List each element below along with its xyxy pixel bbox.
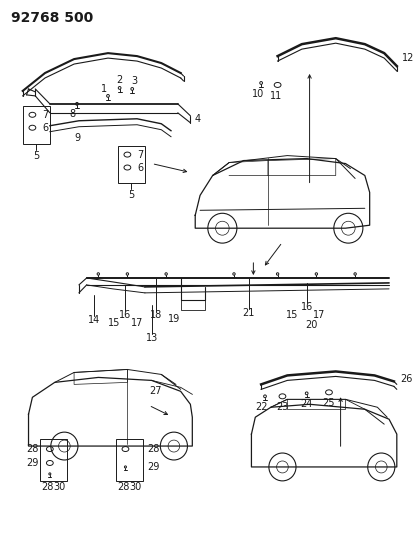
Text: 30: 30 [129,482,141,492]
Circle shape [106,94,109,98]
Bar [40,439,67,481]
Text: 28: 28 [147,444,159,454]
Text: 10: 10 [252,89,264,99]
Text: 15: 15 [108,318,120,328]
Text: 28: 28 [42,482,54,492]
Text: 11: 11 [270,91,282,101]
Text: 30: 30 [53,482,66,492]
Text: 19: 19 [168,314,180,324]
Text: 29: 29 [26,458,38,468]
Bar [118,146,145,183]
Text: 24: 24 [300,399,313,409]
Text: 28: 28 [117,482,130,492]
Text: 29: 29 [147,462,159,472]
Text: 18: 18 [150,310,163,320]
Circle shape [124,466,126,468]
Circle shape [354,273,357,275]
Text: 7: 7 [137,150,144,159]
Text: 6: 6 [42,123,48,133]
Circle shape [264,395,266,398]
Circle shape [233,273,235,275]
Text: 2: 2 [116,75,123,85]
Circle shape [305,392,308,395]
Text: 28: 28 [26,444,38,454]
Text: 16: 16 [119,310,131,320]
Text: 21: 21 [243,308,255,318]
Bar [181,300,205,310]
Text: 15: 15 [286,310,298,320]
Text: 7: 7 [42,110,48,120]
Circle shape [315,273,317,275]
Text: 3: 3 [131,76,137,86]
Circle shape [118,86,121,90]
Text: 12: 12 [402,53,414,63]
Text: 17: 17 [313,310,325,320]
Text: 5: 5 [128,190,134,200]
Text: 1: 1 [101,84,107,94]
Circle shape [97,273,99,275]
Text: 4: 4 [194,114,201,124]
Text: 22: 22 [255,402,267,412]
Text: 16: 16 [300,302,313,312]
Bar [116,439,143,481]
Circle shape [49,473,51,475]
Bar [23,106,50,144]
Text: 13: 13 [146,333,158,343]
Text: 17: 17 [131,318,143,328]
Text: 14: 14 [88,314,101,325]
Text: 20: 20 [305,320,318,330]
Text: 92768 500: 92768 500 [11,11,93,26]
Circle shape [260,82,262,84]
Text: 27: 27 [150,386,162,397]
Text: 25: 25 [323,398,335,408]
Text: 6: 6 [137,163,143,173]
Circle shape [131,87,134,90]
Text: 9: 9 [74,133,80,143]
Circle shape [126,273,129,275]
Text: 26: 26 [401,374,413,384]
Circle shape [276,273,279,275]
Circle shape [165,273,167,275]
Circle shape [76,102,78,105]
Text: 23: 23 [276,402,289,412]
Text: 8: 8 [69,109,75,119]
Text: 5: 5 [33,151,40,160]
